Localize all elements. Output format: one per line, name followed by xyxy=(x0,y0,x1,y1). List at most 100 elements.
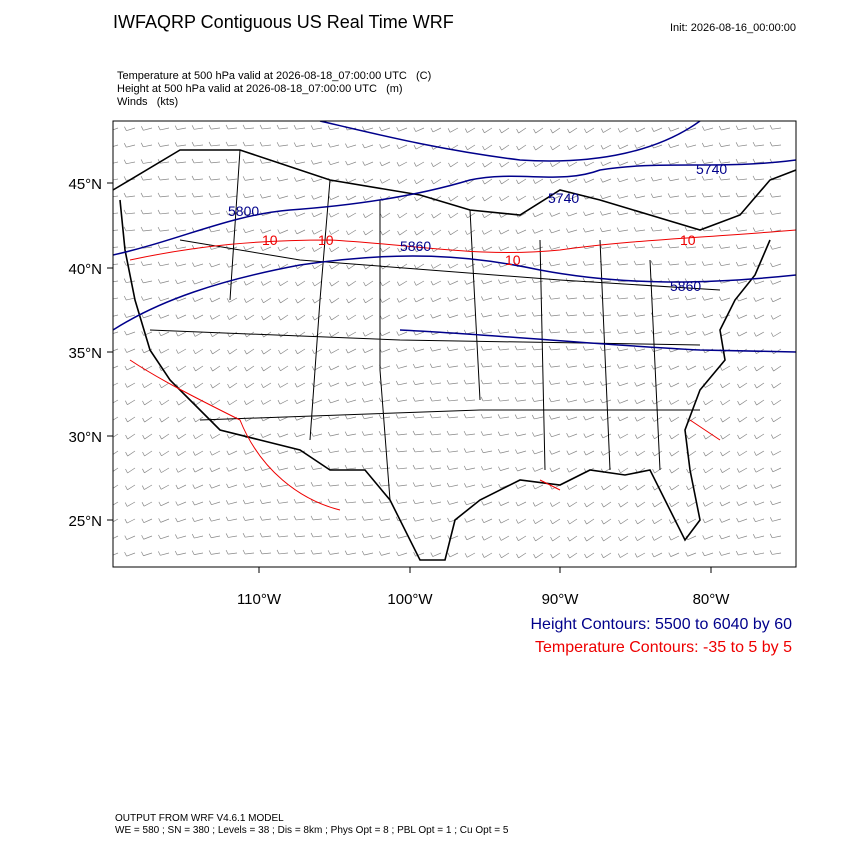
wind-barb xyxy=(176,416,187,423)
wind-barb xyxy=(208,158,221,164)
wind-barb xyxy=(396,161,408,167)
wind-barb xyxy=(193,365,204,372)
wind-barb xyxy=(226,483,238,489)
wind-barb xyxy=(480,431,493,436)
wind-barb xyxy=(719,501,731,507)
wind-barb xyxy=(481,296,493,301)
wind-barb xyxy=(395,481,408,487)
wind-barb xyxy=(431,161,442,168)
wind-barb xyxy=(209,500,221,506)
wind-barb xyxy=(379,161,391,167)
wind-barb xyxy=(413,161,425,167)
wind-barb xyxy=(752,550,765,556)
wind-barb xyxy=(550,144,561,151)
wind-barb xyxy=(277,432,289,438)
wind-barb xyxy=(124,330,136,336)
wind-barb xyxy=(667,193,680,198)
wind-barb xyxy=(310,142,323,148)
wind-barb xyxy=(532,501,544,507)
wind-barb xyxy=(260,263,272,269)
wind-barb xyxy=(702,484,714,490)
wind-barb xyxy=(142,416,153,423)
wind-barb xyxy=(225,124,238,130)
wind-barb xyxy=(446,413,459,419)
wind-barb xyxy=(514,362,527,368)
wind-barb xyxy=(718,192,731,198)
wind-barb xyxy=(633,243,646,249)
wind-barb xyxy=(140,226,153,232)
wind-barb xyxy=(328,398,340,404)
wind-barb xyxy=(329,263,340,270)
wind-barb xyxy=(192,500,204,506)
wind-barb xyxy=(684,143,697,148)
wind-barb xyxy=(533,161,544,168)
wind-barb xyxy=(482,212,493,218)
wind-barb xyxy=(209,314,221,320)
wind-barb xyxy=(414,212,425,219)
wind-barb xyxy=(616,329,629,334)
wind-barb xyxy=(752,158,765,164)
wind-barb xyxy=(208,517,221,522)
wind-barb xyxy=(667,160,680,165)
wind-barb xyxy=(414,229,425,236)
wind-barb xyxy=(310,432,323,437)
wind-barb xyxy=(720,467,731,473)
temperature-legend: Temperature Contours: -35 to 5 by 5 xyxy=(535,639,792,656)
wind-barb xyxy=(123,143,136,148)
wind-barb xyxy=(431,229,442,236)
wind-barb xyxy=(582,328,595,334)
wind-barb xyxy=(582,346,595,351)
wind-barb xyxy=(328,365,340,371)
wind-barb xyxy=(702,501,714,507)
wind-barb xyxy=(397,212,408,219)
wind-barb xyxy=(175,348,187,354)
wind-barb xyxy=(737,399,748,406)
wind-barb xyxy=(191,533,204,539)
wind-barb xyxy=(175,331,187,337)
wind-barb xyxy=(497,312,510,317)
wind-barb xyxy=(412,413,425,419)
wind-barb xyxy=(601,552,612,559)
wind-barb xyxy=(260,433,272,438)
wind-barb xyxy=(396,297,408,303)
wind-barb xyxy=(565,328,578,334)
wind-barb xyxy=(344,533,357,538)
wind-barb xyxy=(583,161,595,167)
wind-barb xyxy=(210,365,221,372)
wind-barb xyxy=(260,399,272,405)
temperature-contour-label: 10 xyxy=(505,252,521,268)
wind-barb xyxy=(465,212,476,219)
wind-barb xyxy=(531,262,544,267)
wind-barb xyxy=(141,484,153,490)
wind-barb xyxy=(191,210,204,215)
wind-barb xyxy=(361,431,374,436)
wind-barb xyxy=(565,261,578,266)
wind-barb xyxy=(429,396,442,402)
wind-barb xyxy=(329,331,340,337)
wind-barb xyxy=(363,280,374,287)
wind-barb xyxy=(482,144,493,151)
wind-barb xyxy=(686,433,697,440)
wind-barb xyxy=(113,297,119,300)
wind-barb xyxy=(193,416,204,423)
wind-barb xyxy=(634,177,646,182)
wind-barb xyxy=(668,382,680,388)
wind-barb xyxy=(464,552,476,558)
wind-barb xyxy=(516,161,527,168)
wind-barb xyxy=(465,195,476,202)
wind-barb xyxy=(617,177,629,183)
wind-barb xyxy=(737,365,748,372)
wind-barb xyxy=(464,535,476,541)
wind-barb xyxy=(142,399,153,406)
wind-barb xyxy=(754,433,765,440)
wind-barb xyxy=(208,227,221,233)
wind-barb xyxy=(550,552,561,559)
wind-barb xyxy=(515,195,527,201)
wind-barb xyxy=(701,261,714,266)
wind-barb xyxy=(174,244,187,250)
wind-barb xyxy=(430,534,442,540)
wind-barb xyxy=(736,501,748,506)
wind-barb xyxy=(464,127,476,133)
wind-barb xyxy=(380,246,391,253)
wind-barb xyxy=(113,263,119,265)
